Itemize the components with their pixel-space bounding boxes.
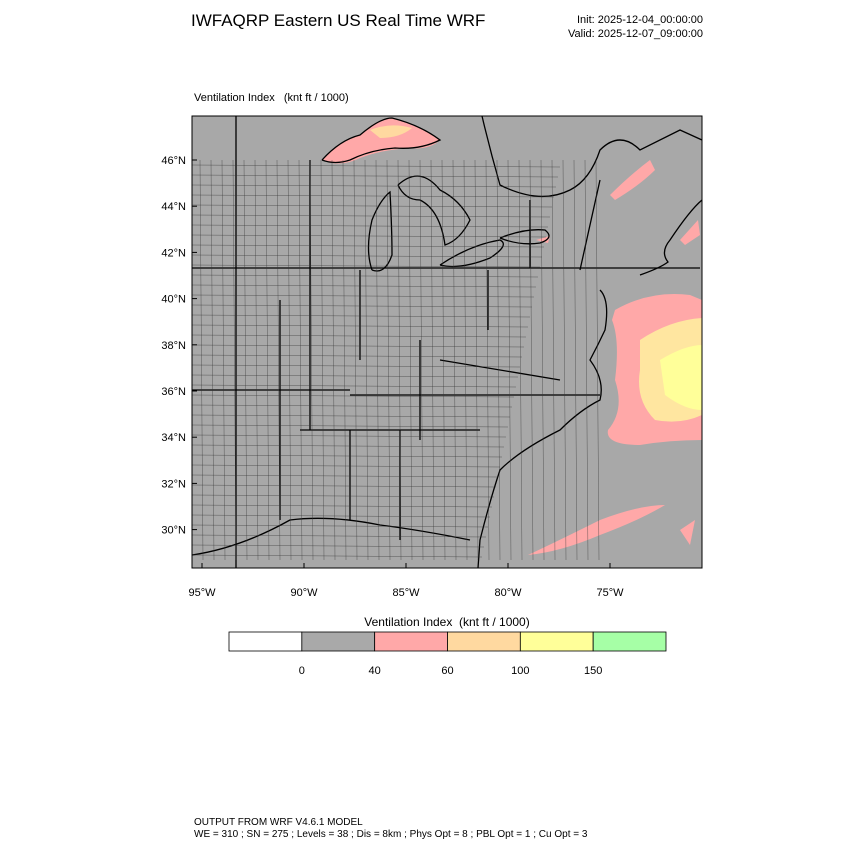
lat-labels: 46°N 44°N 42°N 40°N 38°N 36°N 34°N 32°N 30°N: [161, 155, 197, 537]
lon-label: 90°W: [290, 587, 318, 599]
colorbar-label: 40: [369, 665, 381, 677]
map-frame: [191, 115, 703, 569]
colorbar-title: Ventilation Index (knt ft / 1000): [364, 615, 529, 629]
colorbar-label: 100: [511, 665, 529, 677]
county-lines: [192, 159, 600, 561]
map: [191, 115, 703, 569]
shaded-area: [680, 520, 695, 545]
lon-label: 85°W: [392, 587, 420, 599]
lat-label: 44°N: [161, 201, 186, 213]
colorbar-label: 0: [299, 665, 305, 677]
map-label: Ventilation Index (knt ft / 1000): [194, 92, 349, 104]
footer-line: WE = 310 ; SN = 275 ; Levels = 38 ; Dis …: [194, 829, 588, 840]
shaded-area: [680, 220, 700, 245]
colorbar-box: [519, 631, 594, 652]
colorbar-box: [374, 631, 448, 652]
lat-label: 42°N: [161, 247, 186, 259]
shaded-area: [610, 160, 655, 200]
lat-label: 30°N: [161, 525, 186, 537]
shaded-area: [322, 118, 440, 164]
lon-label: 95°W: [188, 587, 216, 599]
valid-time: Valid: 2025-12-07_09:00:00: [568, 28, 703, 40]
shaded-area: [528, 505, 665, 555]
lat-label: 36°N: [161, 386, 186, 398]
title: IWFAQRP Eastern US Real Time WRF: [191, 11, 485, 30]
shaded-area: [370, 125, 412, 138]
lat-label: 32°N: [161, 478, 186, 490]
colorbar-box: [228, 631, 303, 652]
shaded-area: [660, 345, 702, 410]
colorbar-label: 60: [441, 665, 453, 677]
colorbar-box: [592, 631, 667, 652]
lat-label: 46°N: [161, 155, 186, 167]
lon-label: 75°W: [596, 587, 624, 599]
shaded-area: [536, 236, 550, 243]
colorbar-box: [447, 631, 521, 652]
boundaries: [192, 116, 702, 568]
lat-label: 34°N: [161, 432, 186, 444]
colorbar-label: 150: [584, 665, 602, 677]
lon-labels: 95°W 90°W 85°W 80°W 75°W: [188, 563, 624, 599]
lat-label: 38°N: [161, 340, 186, 352]
footer-line: OUTPUT FROM WRF V4.6.1 MODEL: [194, 817, 363, 828]
lon-label: 80°W: [494, 587, 522, 599]
colorbar-box: [301, 631, 376, 652]
county-grid: [192, 159, 600, 561]
lat-label: 40°N: [161, 294, 186, 306]
init-time: Init: 2025-12-04_00:00:00: [577, 14, 703, 26]
colorbar: 0 40 60 100 150: [228, 631, 667, 677]
